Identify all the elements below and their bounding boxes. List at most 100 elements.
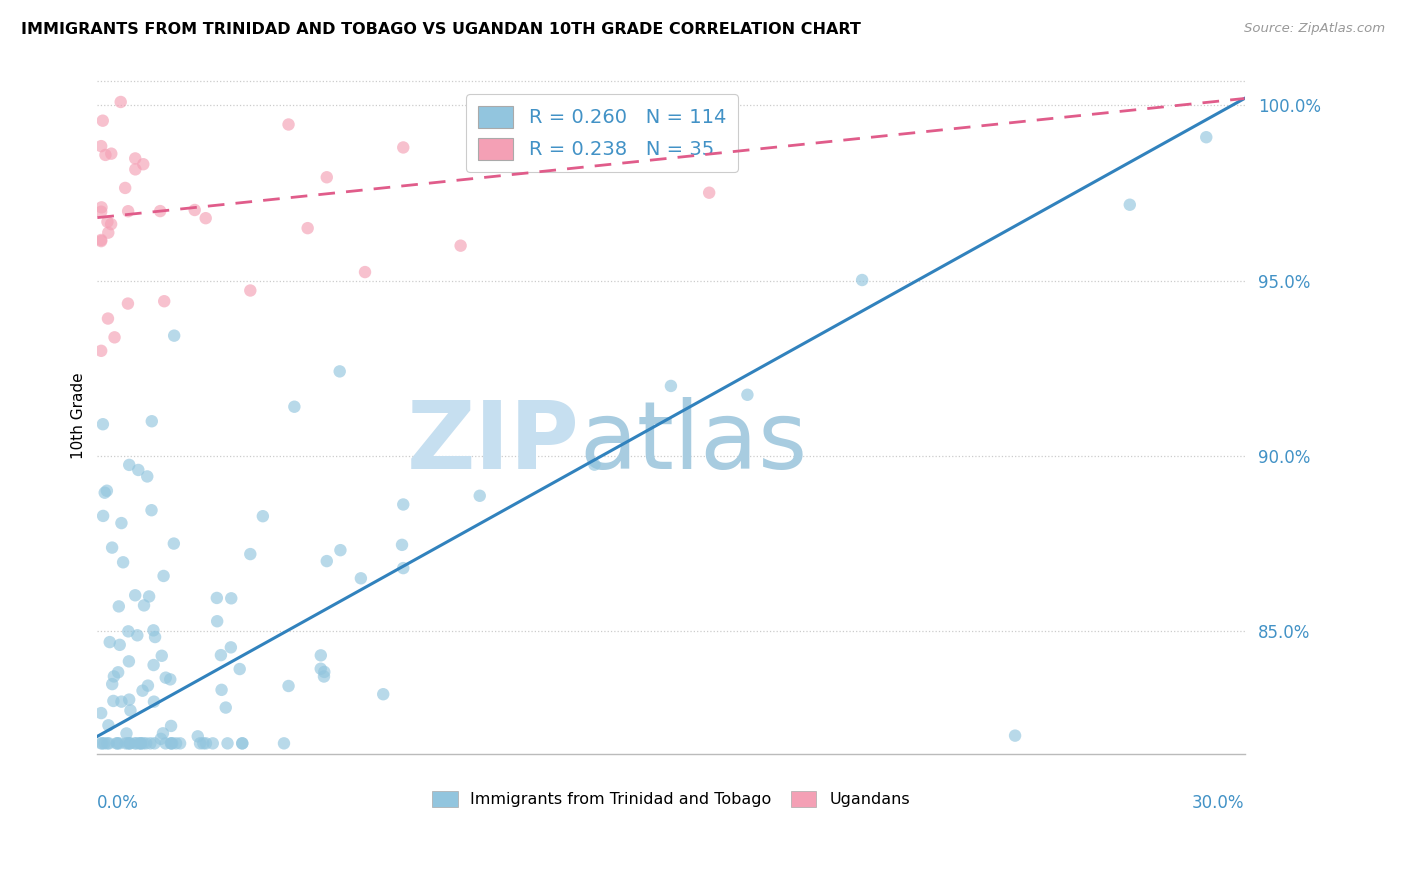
Point: [211, 682, 233, 697]
Point: [283, 400, 305, 414]
Point: [392, 140, 415, 154]
Point: [118, 692, 141, 706]
Point: [392, 561, 415, 575]
Point: [142, 624, 165, 638]
Point: [215, 700, 238, 714]
Point: [392, 498, 415, 512]
Point: [468, 489, 491, 503]
Point: [110, 95, 132, 109]
Point: [93, 485, 115, 500]
Point: [143, 630, 166, 644]
Point: [108, 736, 131, 750]
Text: IMMIGRANTS FROM TRINIDAD AND TOBAGO VS UGANDAN 10TH GRADE CORRELATION CHART: IMMIGRANTS FROM TRINIDAD AND TOBAGO VS U…: [21, 22, 860, 37]
Point: [183, 202, 205, 217]
Point: [132, 736, 155, 750]
Point: [152, 569, 174, 583]
Point: [96, 736, 118, 750]
Point: [124, 588, 146, 602]
Point: [162, 736, 184, 750]
Text: atlas: atlas: [579, 397, 807, 489]
Point: [97, 226, 120, 240]
Point: [160, 719, 183, 733]
Point: [160, 736, 183, 750]
Point: [239, 547, 262, 561]
Point: [391, 538, 413, 552]
Point: [127, 463, 149, 477]
Point: [169, 736, 191, 750]
Point: [194, 211, 217, 226]
Point: [98, 635, 121, 649]
Point: [315, 170, 337, 185]
Point: [118, 458, 141, 472]
Point: [124, 152, 146, 166]
Point: [205, 591, 228, 605]
Point: [105, 736, 128, 750]
Point: [91, 736, 114, 750]
Point: [309, 648, 332, 663]
Legend: Immigrants from Trinidad and Tobago, Ugandans: Immigrants from Trinidad and Tobago, Uga…: [426, 784, 917, 814]
Point: [103, 330, 125, 344]
Point: [129, 736, 152, 750]
Point: [187, 729, 209, 743]
Point: [117, 624, 139, 639]
Point: [315, 554, 337, 568]
Point: [118, 736, 141, 750]
Point: [468, 155, 491, 169]
Point: [108, 638, 131, 652]
Point: [127, 628, 149, 642]
Point: [149, 731, 172, 746]
Point: [90, 343, 112, 358]
Point: [101, 677, 124, 691]
Point: [97, 736, 120, 750]
Point: [141, 503, 163, 517]
Point: [205, 614, 228, 628]
Point: [193, 736, 215, 750]
Point: [297, 221, 319, 235]
Point: [277, 679, 299, 693]
Point: [239, 284, 262, 298]
Point: [450, 238, 472, 252]
Point: [114, 181, 136, 195]
Point: [163, 536, 186, 550]
Point: [165, 736, 187, 750]
Point: [231, 736, 253, 750]
Point: [132, 157, 155, 171]
Point: [142, 658, 165, 673]
Point: [136, 679, 159, 693]
Point: [90, 706, 112, 720]
Text: ZIP: ZIP: [406, 397, 579, 489]
Point: [697, 186, 720, 200]
Point: [132, 599, 155, 613]
Point: [112, 555, 135, 569]
Point: [139, 736, 162, 750]
Point: [125, 736, 148, 750]
Point: [103, 669, 125, 683]
Point: [90, 200, 112, 214]
Point: [90, 234, 112, 248]
Point: [117, 736, 139, 750]
Point: [117, 296, 139, 310]
Point: [312, 669, 335, 683]
Point: [160, 736, 183, 750]
Point: [314, 665, 336, 679]
Point: [115, 726, 138, 740]
Point: [150, 648, 173, 663]
Text: 0.0%: 0.0%: [97, 795, 139, 813]
Point: [1004, 729, 1026, 743]
Point: [124, 736, 146, 750]
Point: [201, 736, 224, 750]
Point: [110, 695, 132, 709]
Point: [101, 541, 124, 555]
Point: [115, 736, 138, 750]
Text: 30.0%: 30.0%: [1192, 795, 1244, 813]
Point: [96, 483, 118, 498]
Point: [1119, 198, 1142, 212]
Point: [188, 736, 211, 750]
Point: [138, 590, 160, 604]
Point: [219, 591, 242, 606]
Point: [90, 204, 112, 219]
Point: [93, 736, 115, 750]
Point: [209, 648, 232, 662]
Point: [107, 665, 129, 680]
Point: [141, 414, 163, 428]
